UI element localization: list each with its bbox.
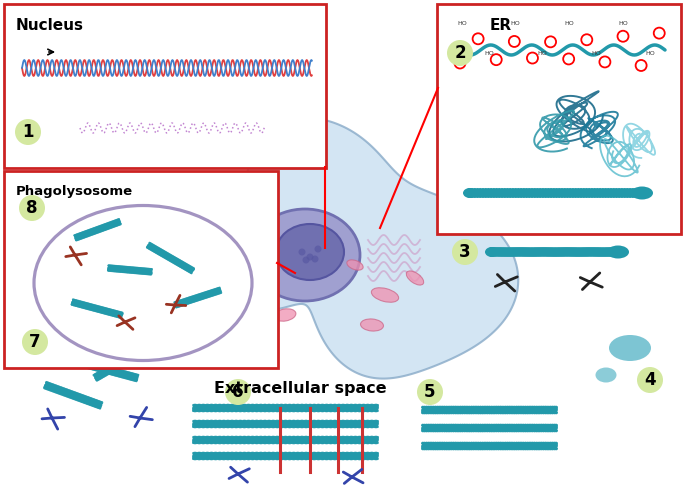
Circle shape (74, 254, 76, 256)
Text: 1: 1 (22, 123, 34, 141)
FancyBboxPatch shape (4, 171, 278, 368)
Text: HO: HO (564, 21, 574, 26)
Text: 4: 4 (644, 371, 656, 389)
Circle shape (588, 281, 591, 283)
Circle shape (22, 329, 48, 355)
Ellipse shape (485, 247, 499, 257)
Circle shape (237, 473, 239, 475)
Bar (245, 251, 255, 259)
FancyBboxPatch shape (4, 4, 326, 168)
Circle shape (452, 239, 478, 265)
Circle shape (174, 304, 176, 306)
Text: 6: 6 (232, 383, 244, 401)
Circle shape (19, 195, 45, 221)
Ellipse shape (595, 368, 616, 382)
Text: HO: HO (591, 51, 601, 56)
Text: HO: HO (484, 51, 494, 56)
Text: 5: 5 (424, 383, 436, 401)
Circle shape (503, 281, 506, 283)
Circle shape (417, 379, 443, 405)
Bar (252, 228, 262, 236)
Ellipse shape (276, 224, 344, 280)
Circle shape (314, 245, 321, 253)
Text: HO: HO (619, 21, 628, 26)
Text: Extracellular space: Extracellular space (214, 380, 386, 395)
Circle shape (139, 417, 141, 419)
Ellipse shape (631, 186, 653, 199)
Text: HO: HO (538, 51, 547, 56)
Polygon shape (225, 118, 519, 379)
Text: 3: 3 (459, 243, 471, 261)
Text: 8: 8 (26, 199, 38, 217)
Ellipse shape (347, 260, 363, 270)
Ellipse shape (406, 271, 424, 285)
Circle shape (306, 254, 314, 261)
FancyBboxPatch shape (437, 4, 681, 234)
Text: HO: HO (511, 21, 521, 26)
Text: 7: 7 (29, 333, 41, 351)
Circle shape (124, 321, 126, 323)
Circle shape (447, 40, 473, 66)
Circle shape (303, 257, 310, 264)
Ellipse shape (274, 309, 296, 321)
Circle shape (637, 367, 663, 393)
Ellipse shape (371, 288, 399, 302)
Circle shape (312, 256, 319, 263)
Text: Nucleus: Nucleus (16, 18, 84, 33)
Ellipse shape (609, 335, 651, 361)
Circle shape (15, 119, 41, 145)
Circle shape (225, 379, 251, 405)
Text: Phagolysosome: Phagolysosome (16, 185, 133, 198)
Text: 2: 2 (454, 44, 466, 62)
Ellipse shape (463, 188, 477, 198)
Text: ER: ER (490, 18, 512, 33)
Ellipse shape (250, 209, 360, 301)
Text: HO: HO (645, 51, 655, 56)
Text: HO: HO (457, 21, 467, 26)
Circle shape (299, 248, 306, 256)
Circle shape (51, 417, 53, 419)
Circle shape (351, 476, 353, 478)
Ellipse shape (360, 319, 384, 331)
Ellipse shape (607, 245, 629, 259)
